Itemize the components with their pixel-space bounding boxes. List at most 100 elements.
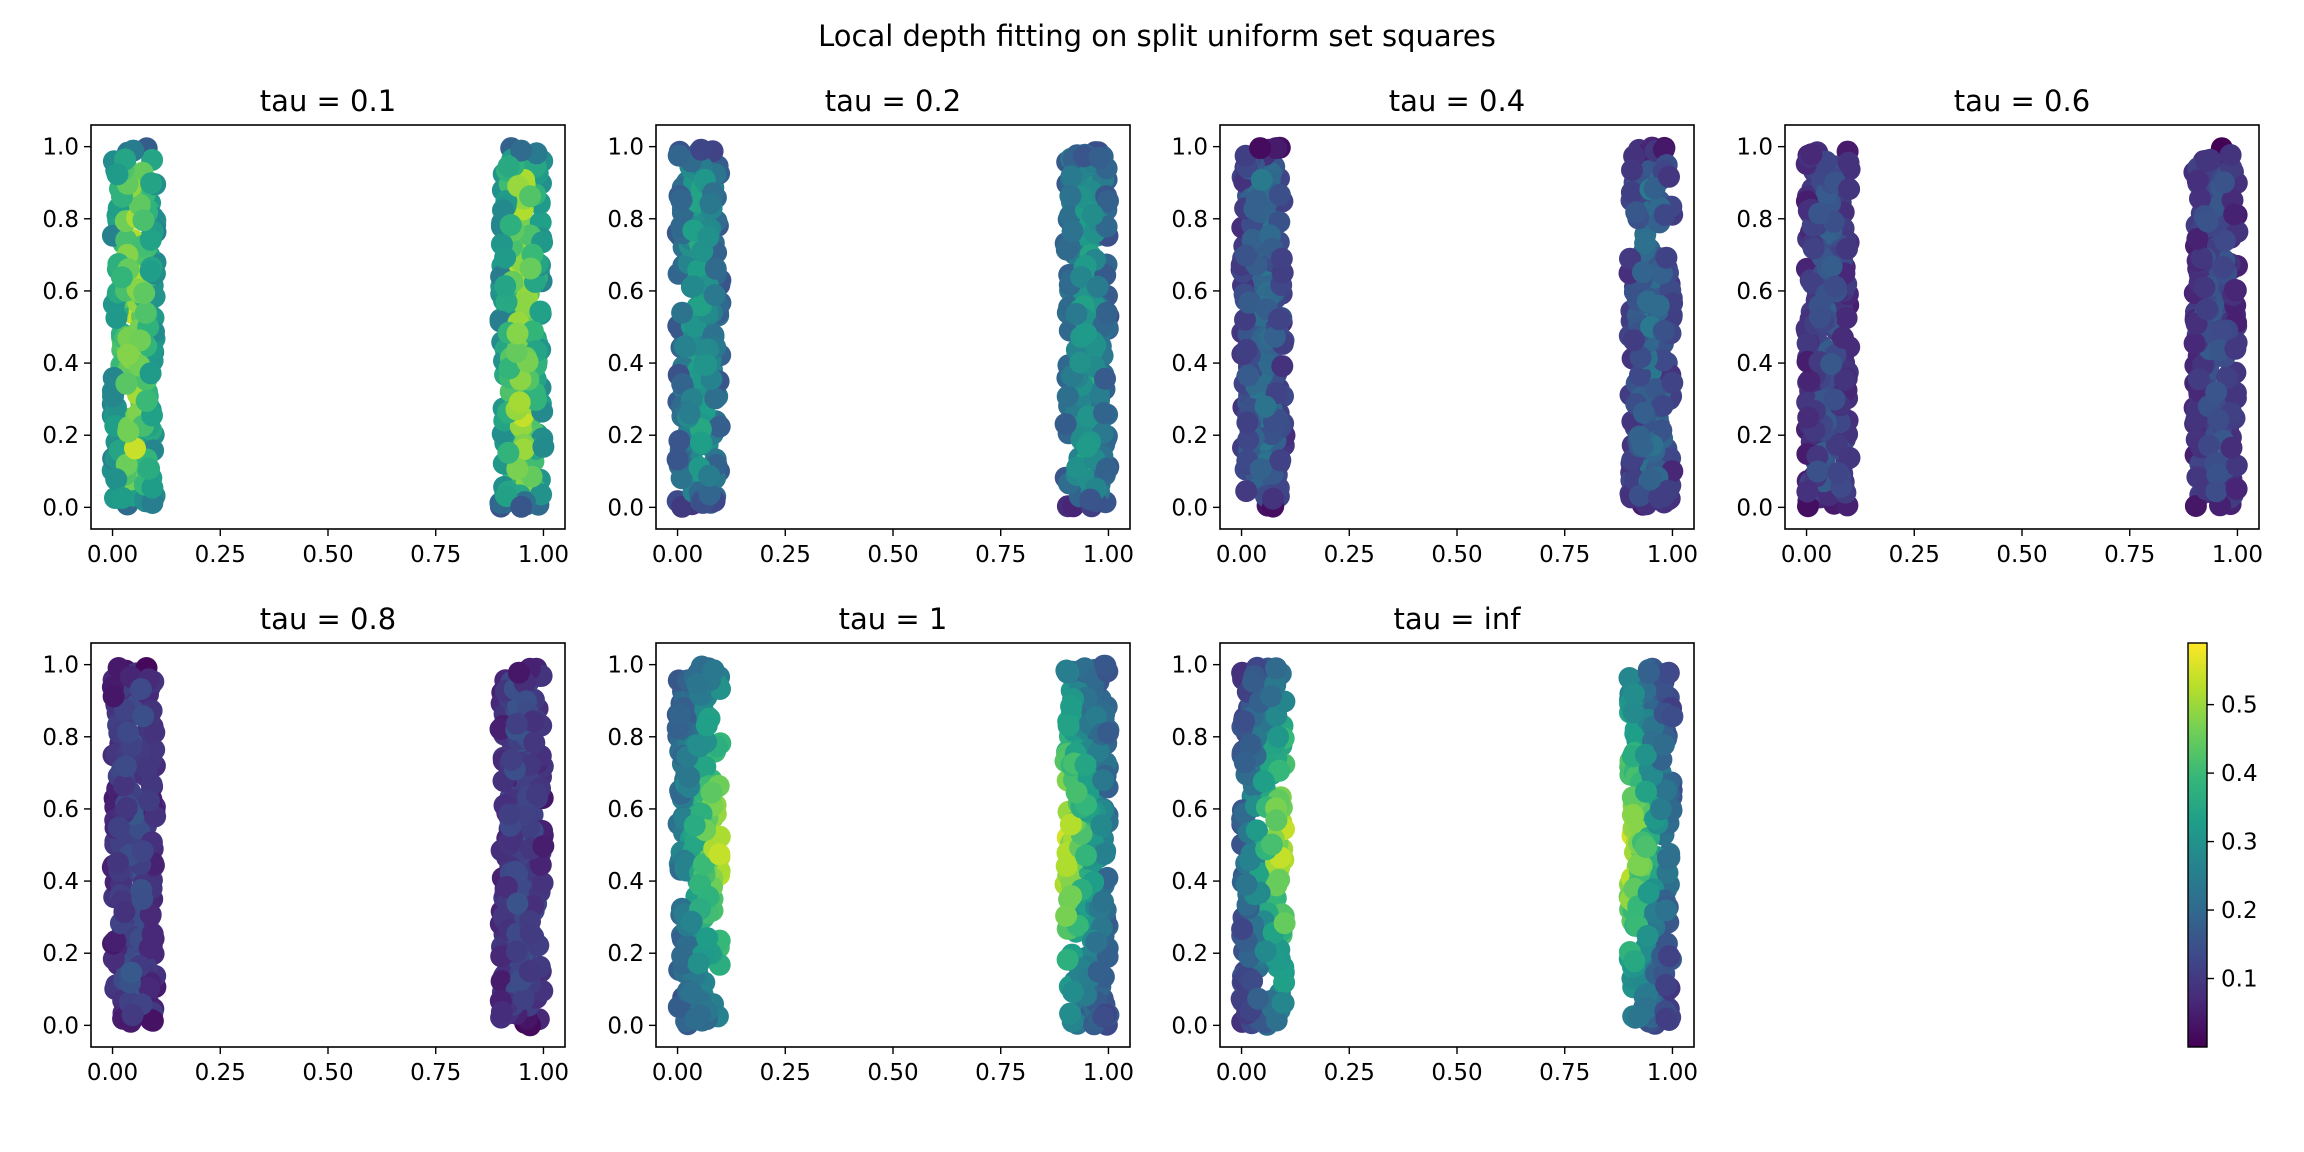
x-tick-label: 0.50	[867, 542, 918, 568]
scatter-point	[498, 803, 521, 826]
scatter-point	[505, 712, 528, 735]
scatter-point	[674, 335, 696, 358]
scatter-point	[1265, 809, 1288, 832]
scatter-point	[510, 139, 533, 162]
scatter-point	[1061, 220, 1084, 243]
subplot-title: tau = 0.8	[260, 602, 396, 636]
scatter-point	[117, 420, 140, 443]
scatter-point	[1059, 1002, 1082, 1025]
y-tick-label: 0.4	[1736, 351, 1773, 377]
scatter-point	[2225, 477, 2248, 500]
scatter-point	[143, 721, 166, 744]
subplot-title: tau = 0.6	[1954, 84, 2090, 118]
scatter-point	[121, 1004, 144, 1027]
scatter-point	[497, 441, 520, 464]
scatter-point	[1079, 488, 1102, 511]
scatter-point	[1087, 960, 1110, 983]
scatter-point	[1062, 981, 1085, 1003]
scatter-point	[666, 448, 689, 471]
scatter-point	[2186, 169, 2209, 192]
y-tick-label: 0.4	[1171, 351, 1208, 377]
scatter-point	[1797, 406, 1820, 429]
subplot-grid: tau = 0.10.00 0.25 0.50 0.75 1.000.00.20.40.…	[42, 84, 2263, 1086]
scatter-point	[1658, 165, 1680, 188]
y-tick-label: 0.0	[1171, 1013, 1208, 1039]
x-tick-label: 0.00	[1781, 542, 1832, 568]
scatter-point	[1234, 308, 1256, 331]
scatter-point	[1065, 781, 1088, 804]
scatter-point	[2206, 463, 2229, 486]
scatter-point	[1265, 137, 1288, 160]
x-tick-label: 0.50	[302, 1060, 353, 1086]
scatter-point	[519, 257, 542, 280]
scatter-point	[135, 389, 158, 412]
scatter-point	[1056, 948, 1079, 971]
scatter-point	[490, 1000, 513, 1023]
scatter-point	[678, 402, 701, 425]
scatter-point	[1655, 1007, 1678, 1030]
scatter-point	[2195, 298, 2218, 321]
scatter-point	[680, 910, 703, 933]
scatter-point	[519, 185, 542, 208]
scatter-point	[687, 952, 710, 975]
x-tick-label: 0.25	[1889, 542, 1940, 568]
scatter-point	[1084, 706, 1107, 729]
y-tick-label: 0.0	[42, 1013, 79, 1039]
scatter-point	[525, 389, 547, 411]
x-tick-label: 0.25	[1324, 542, 1375, 568]
scatter-point	[1271, 991, 1294, 1014]
scatter-point	[678, 766, 701, 788]
scatter-point	[1236, 411, 1259, 434]
subplot-4: tau = 0.6 0.00 0.25 0.50 0.75 1.00 0.0 0.2 0.4 0.…	[1736, 84, 2263, 568]
x-tick-label: 0.50	[1431, 542, 1482, 568]
scatter-point	[115, 796, 138, 819]
scatter-point	[702, 659, 725, 682]
y-tick-label: 0.4	[42, 351, 79, 377]
scatter-point	[1060, 885, 1083, 908]
scatter-point	[1242, 670, 1264, 693]
scatter-point	[115, 372, 138, 395]
scatter-point	[1837, 151, 1860, 174]
scatter-point	[532, 835, 555, 858]
scatter-point	[1270, 247, 1293, 270]
scatter-point	[1622, 329, 1645, 352]
scatter-point	[670, 189, 693, 212]
subplot-3: tau = 0.4 0.00 0.25 0.50 0.75 1.00 0.0 0.2 0.4 0.…	[1171, 84, 1698, 568]
scatter-point	[1262, 487, 1284, 510]
x-tick-label: 0.50	[1996, 542, 2047, 568]
scatter-point	[531, 872, 554, 894]
scatter-point	[1054, 413, 1077, 435]
scatter-point	[505, 940, 528, 963]
scatter-point	[1252, 770, 1275, 793]
subplot-6: tau = 1 0.00 0.25 0.50 0.75 1.00 0.0 0.2 0.4 0.6 0…	[607, 602, 1134, 1086]
scatter-point	[506, 457, 529, 480]
scatter-point	[1235, 338, 1258, 361]
x-tick-label: 0.75	[1539, 1060, 1590, 1086]
scatter-point	[1235, 480, 1258, 503]
y-tick-label: 0.2	[42, 941, 79, 967]
scatter-point	[507, 661, 530, 684]
scatter-point	[1658, 945, 1681, 968]
x-tick-label: 0.00	[87, 1060, 138, 1086]
x-tick-label: 1.00	[518, 542, 569, 568]
colorbar-tick-label: 0.1	[2221, 967, 2258, 993]
x-tick-label: 0.25	[760, 1060, 811, 1086]
y-tick-label: 0.0	[42, 495, 79, 521]
scatter-point	[1092, 1005, 1115, 1028]
scatter-point	[505, 341, 528, 363]
scatter-point	[1800, 143, 1823, 166]
scatter-point	[1621, 803, 1644, 826]
y-tick-label: 0.2	[42, 423, 79, 449]
y-tick-label: 1.0	[1171, 135, 1208, 161]
scatter-point	[1057, 714, 1080, 737]
scatter-point	[1655, 973, 1678, 996]
x-tick-label: 1.00	[518, 1060, 569, 1086]
scatter-point	[1824, 275, 1847, 298]
x-tick-label: 0.25	[195, 1060, 246, 1086]
scatter-point	[1625, 201, 1648, 224]
y-tick-label: 0.2	[607, 423, 644, 449]
scatter-point	[140, 773, 163, 796]
scatter-point	[671, 944, 694, 967]
scatter-point	[1652, 320, 1675, 342]
y-tick-label: 0.8	[607, 207, 644, 233]
